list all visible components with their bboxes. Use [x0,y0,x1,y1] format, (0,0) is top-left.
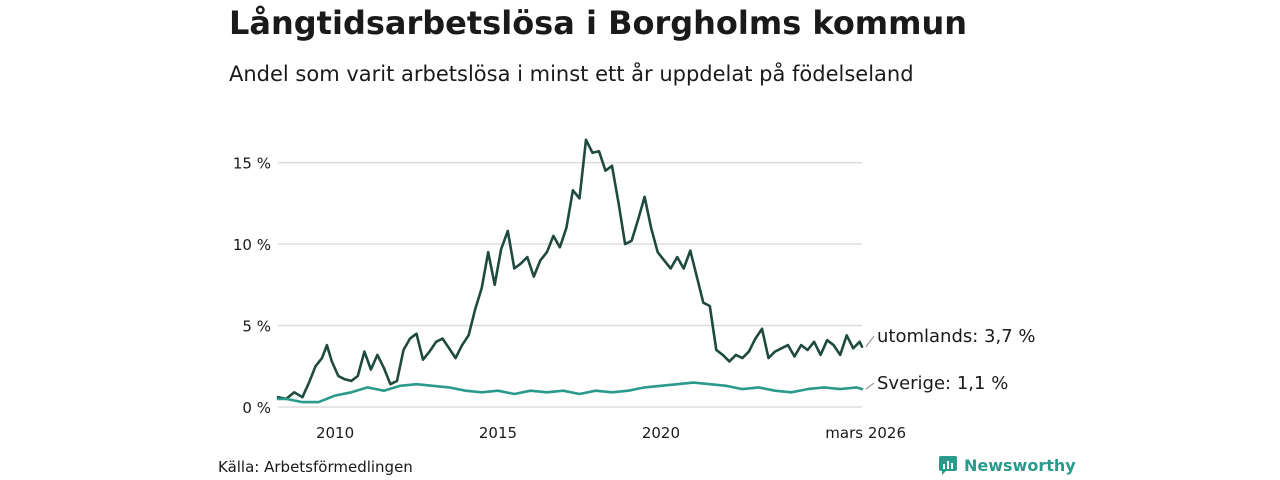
end-label-connector [865,382,875,390]
y-tick-label: 5 % [242,318,271,336]
series-line-sverige [276,381,864,404]
series-line-utomlands [276,138,864,401]
y-tick-label: 0 % [242,399,271,417]
x-tick-label: mars 2026 [825,424,906,442]
end-label-connector [865,335,875,348]
brand-name: Newsworthy [964,455,1076,475]
newsworthy-logo: Newsworthy [938,455,1076,475]
end-label-sverige: Sverige: 1,1 % [877,373,1008,394]
chart-title: Långtidsarbetslösa i Borgholms kommun [229,4,968,42]
bar-chart-icon [939,456,957,475]
end-label-utomlands: utomlands: 3,7 % [877,326,1036,347]
x-tick-label: 2020 [642,424,680,442]
x-tick-label: 2015 [479,424,517,442]
chart-subtitle: Andel som varit arbetslösa i minst ett å… [229,62,914,86]
source-note: Källa: Arbetsförmedlingen [218,458,413,476]
y-tick-label: 10 % [233,236,271,254]
y-tick-label: 15 % [233,155,271,173]
x-tick-label: 2010 [316,424,354,442]
